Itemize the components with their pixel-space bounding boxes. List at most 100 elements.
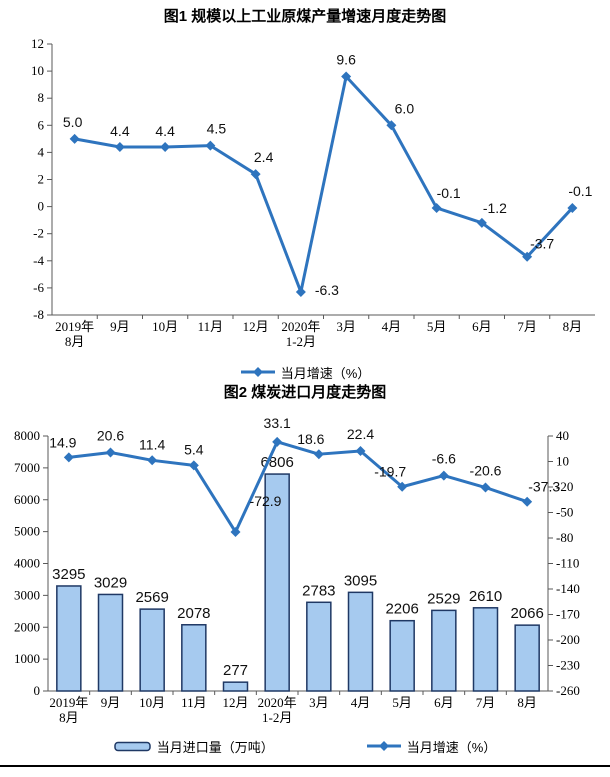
svg-text:9月: 9月 [101,695,121,710]
svg-text:2020年: 2020年 [281,319,320,334]
svg-text:3月: 3月 [336,319,356,334]
svg-text:2529: 2529 [427,590,460,607]
svg-text:-72.9: -72.9 [250,493,282,509]
line-series-marker-icon [366,741,401,751]
svg-text:3095: 3095 [344,572,377,589]
svg-text:4月: 4月 [382,319,402,334]
svg-text:0: 0 [38,199,45,214]
svg-text:-1.2: -1.2 [483,200,507,216]
svg-text:8月: 8月 [65,334,85,349]
svg-text:-200: -200 [556,632,580,647]
svg-text:0: 0 [34,683,41,698]
svg-text:-140: -140 [556,581,580,596]
svg-text:-20: -20 [556,479,573,494]
svg-text:-6.6: -6.6 [432,451,456,467]
svg-text:6月: 6月 [472,319,492,334]
svg-text:-0.1: -0.1 [568,183,592,199]
svg-text:2569: 2569 [135,589,168,606]
svg-text:-6.3: -6.3 [315,282,339,298]
chart2-canvas: 8000 7000 6000 5000 4000 3000 2000 1000 0 40 10 -20… [14,415,580,725]
svg-text:10月: 10月 [139,695,165,710]
svg-text:3000: 3000 [14,587,40,602]
svg-text:-6: -6 [33,280,44,295]
svg-text:5.0: 5.0 [63,114,83,130]
svg-text:2066: 2066 [510,605,543,622]
svg-text:-170: -170 [556,607,580,622]
chart2-title: 图2 煤炭进口月度走势图 [223,384,387,401]
svg-text:5.4: 5.4 [184,441,204,457]
svg-text:-50: -50 [556,505,573,520]
svg-text:7000: 7000 [14,460,40,475]
svg-text:2206: 2206 [385,601,418,618]
svg-text:22.4: 22.4 [347,426,374,442]
svg-text:12: 12 [31,36,44,51]
svg-text:11月: 11月 [198,319,224,334]
chart1-legend-label: 当月增速（%） [280,365,371,381]
chart2-legend: 当月进口量（万吨） 当月增速（%） [0,735,610,757]
svg-text:1000: 1000 [14,651,40,666]
svg-text:33.1: 33.1 [264,415,291,431]
svg-text:10月: 10月 [152,319,178,334]
svg-text:3029: 3029 [94,574,127,591]
svg-text:6: 6 [38,117,45,132]
svg-text:7月: 7月 [476,695,496,710]
svg-text:-19.7: -19.7 [374,464,406,480]
svg-text:12月: 12月 [222,695,248,710]
svg-text:40: 40 [556,428,569,443]
chart2-legend-line-label: 当月增速（%） [406,739,497,755]
svg-text:-80: -80 [556,530,573,545]
svg-text:-8: -8 [33,307,44,322]
svg-text:14.9: 14.9 [49,434,76,450]
svg-text:12月: 12月 [243,319,269,334]
svg-text:11.4: 11.4 [139,436,165,452]
svg-text:4.4: 4.4 [155,123,175,139]
svg-text:9月: 9月 [110,319,130,334]
svg-text:3295: 3295 [52,566,85,583]
svg-text:2078: 2078 [177,605,210,622]
svg-text:4000: 4000 [14,556,40,571]
svg-text:2019年: 2019年 [49,695,88,710]
svg-text:8: 8 [38,90,45,105]
svg-text:8月: 8月 [563,319,583,334]
svg-text:5月: 5月 [427,319,447,334]
svg-text:18.6: 18.6 [297,431,324,447]
svg-text:9.6: 9.6 [336,52,356,68]
bar-series-marker-icon [113,741,151,751]
svg-text:-230: -230 [556,658,580,673]
svg-text:4.5: 4.5 [207,121,227,137]
svg-text:-4: -4 [33,253,44,268]
svg-text:2000: 2000 [14,619,40,634]
svg-text:4: 4 [38,144,45,159]
chart2-legend-item-imports: 当月进口量（万吨） [113,737,274,756]
chart1-title: 图1 规模以上工业原煤产量增速月度走势图 [163,8,447,25]
line-series-marker-icon [240,367,275,377]
svg-text:10: 10 [556,454,569,469]
svg-text:6.0: 6.0 [395,100,415,116]
svg-text:4月: 4月 [351,695,371,710]
svg-text:1-2月: 1-2月 [286,334,316,349]
svg-text:-37.3: -37.3 [528,479,560,495]
svg-text:-3.7: -3.7 [530,236,554,252]
svg-text:20.6: 20.6 [97,427,124,443]
svg-text:2.4: 2.4 [254,149,274,165]
svg-text:8月: 8月 [517,695,537,710]
svg-text:-0.1: -0.1 [437,185,461,201]
chart1-legend-item-growth: 当月增速（%） [240,363,371,382]
svg-text:2783: 2783 [302,582,335,599]
svg-text:8000: 8000 [14,428,40,443]
svg-text:2610: 2610 [469,588,502,605]
svg-text:7月: 7月 [517,319,537,334]
svg-text:-110: -110 [556,556,579,571]
svg-text:5月: 5月 [392,695,412,710]
svg-text:2020年: 2020年 [258,695,297,710]
svg-text:3月: 3月 [309,695,329,710]
chart1-legend: 当月增速（%） [0,361,610,383]
svg-text:-260: -260 [556,683,580,698]
svg-text:8月: 8月 [59,710,79,725]
svg-text:10: 10 [31,63,44,78]
chart2-legend-item-growth: 当月增速（%） [366,737,497,756]
svg-text:-2: -2 [33,226,44,241]
svg-text:2019年: 2019年 [55,319,94,334]
bottom-divider [0,765,610,767]
